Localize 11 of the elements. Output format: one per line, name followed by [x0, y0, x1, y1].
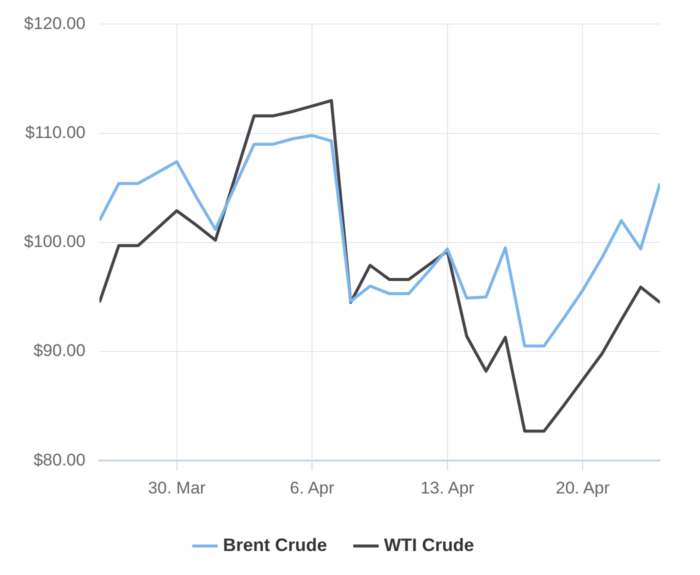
x-tick-label: 30. Mar — [148, 478, 206, 498]
legend-label: Brent Crude — [223, 534, 328, 555]
legend-label: WTI Crude — [384, 534, 474, 555]
y-tick-label: $120.00 — [24, 14, 86, 33]
x-tick-label: 13. Apr — [420, 478, 475, 498]
x-tick-label: 20. Apr — [556, 478, 610, 498]
y-tick-label: $90.00 — [33, 341, 86, 360]
y-tick-label: $110.00 — [25, 122, 86, 142]
y-tick-label: $80.00 — [33, 450, 86, 470]
y-tick-label: $100.00 — [24, 232, 86, 252]
x-tick-label: 6. Apr — [290, 478, 335, 498]
